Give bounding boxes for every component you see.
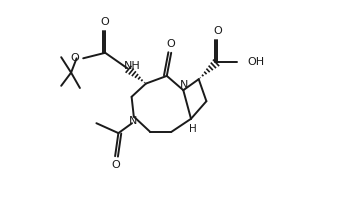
Text: O: O bbox=[213, 26, 222, 36]
Text: O: O bbox=[70, 53, 79, 63]
Text: N: N bbox=[179, 80, 188, 90]
Text: H: H bbox=[189, 124, 197, 134]
Text: N: N bbox=[128, 116, 137, 126]
Text: OH: OH bbox=[248, 57, 265, 67]
Text: O: O bbox=[167, 39, 175, 50]
Text: NH: NH bbox=[124, 61, 141, 72]
Text: O: O bbox=[101, 17, 110, 28]
Text: O: O bbox=[112, 160, 121, 170]
